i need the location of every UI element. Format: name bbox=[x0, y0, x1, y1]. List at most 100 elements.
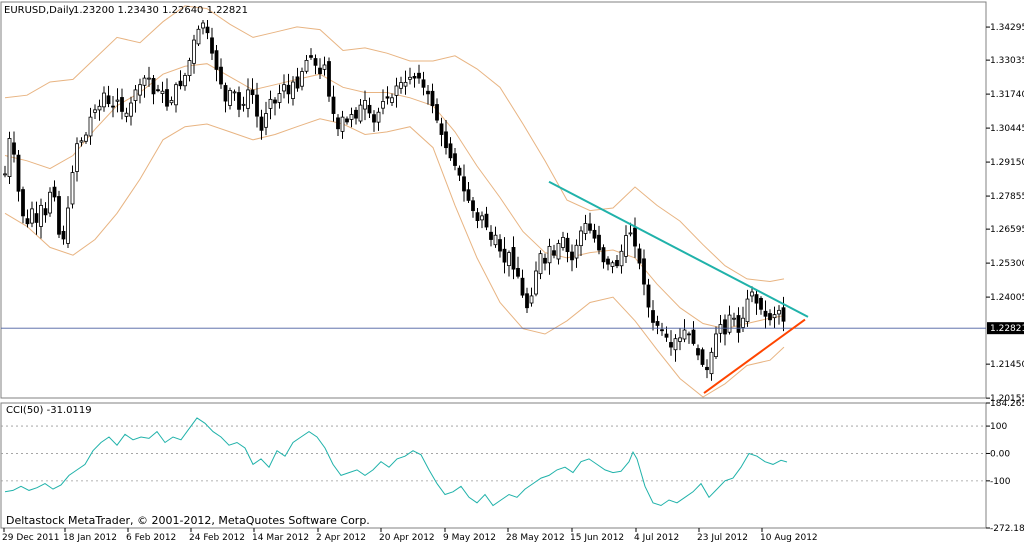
x-tick-label: 28 May 2012 bbox=[506, 533, 565, 543]
candle-body bbox=[736, 315, 741, 333]
candle-body bbox=[151, 78, 156, 95]
candle-body bbox=[43, 208, 48, 216]
candle-body bbox=[394, 85, 399, 96]
candle-body bbox=[660, 329, 664, 332]
candle-body bbox=[475, 212, 480, 222]
candle-body bbox=[565, 237, 570, 253]
candle-body bbox=[381, 101, 385, 109]
candle-body bbox=[453, 153, 457, 166]
candle-body bbox=[178, 80, 183, 87]
candle-body bbox=[246, 89, 250, 109]
candle-body bbox=[471, 200, 475, 212]
candle-body bbox=[390, 97, 394, 103]
candle-body bbox=[399, 82, 403, 89]
candle-body bbox=[142, 77, 147, 86]
candle-body bbox=[102, 92, 106, 108]
candle-body bbox=[466, 189, 471, 201]
candle-body bbox=[21, 189, 25, 217]
cci-tick-label: -272.1819 bbox=[990, 524, 1024, 534]
candle-body bbox=[745, 298, 750, 323]
candle-body bbox=[160, 90, 165, 94]
candle-body bbox=[606, 258, 610, 265]
candle-body bbox=[169, 100, 174, 104]
current-price-label: 1.22821 bbox=[990, 324, 1024, 334]
candle-body bbox=[232, 91, 237, 94]
candle-body bbox=[7, 138, 12, 177]
cci-tick-label: -100 bbox=[990, 477, 1011, 487]
candle-body bbox=[597, 234, 601, 251]
price-tick-label: 1.26595 bbox=[990, 225, 1024, 235]
candle-body bbox=[345, 118, 349, 123]
candle-body bbox=[646, 284, 651, 308]
x-axis: 29 Dec 2011 18 Jan 2012 6 Feb 2012 24 Feb 2… bbox=[2, 528, 818, 543]
candle-body bbox=[210, 37, 214, 54]
candle-body bbox=[88, 116, 93, 137]
candle-body bbox=[741, 317, 745, 328]
candle-body bbox=[187, 60, 192, 77]
candle-body bbox=[759, 298, 763, 310]
cci-tick-label: 100 bbox=[990, 422, 1007, 432]
bollinger-lower-line bbox=[4, 118, 785, 398]
candle-body bbox=[340, 116, 345, 132]
candle-body bbox=[97, 105, 102, 111]
candle-body bbox=[534, 270, 538, 295]
candle-body bbox=[628, 232, 633, 235]
candle-body bbox=[133, 89, 138, 101]
candle-body bbox=[295, 76, 300, 89]
candle-body bbox=[327, 61, 331, 97]
price-tick-label: 1.24005 bbox=[990, 293, 1024, 303]
candle-body bbox=[610, 262, 615, 267]
candle-body bbox=[552, 250, 556, 256]
candle-body bbox=[84, 134, 88, 142]
current-price-box bbox=[987, 322, 1024, 335]
candle-body bbox=[507, 252, 511, 267]
candle-body bbox=[300, 71, 304, 87]
candle-body bbox=[3, 173, 7, 176]
candle-body bbox=[228, 90, 232, 106]
x-tick-label: 15 Jun 2012 bbox=[570, 533, 624, 543]
candle-body bbox=[34, 213, 39, 223]
candle-body bbox=[237, 92, 241, 110]
candle-body bbox=[723, 319, 727, 335]
candle-body bbox=[286, 84, 291, 95]
candle-body bbox=[214, 50, 219, 70]
candle-body bbox=[624, 235, 628, 257]
candle-body bbox=[592, 229, 597, 239]
candle-body bbox=[768, 313, 772, 321]
candle-body bbox=[412, 76, 417, 79]
price-tick-label: 1.33035 bbox=[990, 56, 1024, 66]
candle-body bbox=[579, 230, 583, 247]
candle-body bbox=[691, 329, 696, 344]
candle-body bbox=[358, 104, 363, 122]
candle-body bbox=[516, 268, 520, 277]
candle-body bbox=[457, 167, 462, 176]
candle-body bbox=[39, 204, 43, 227]
candle-body bbox=[574, 244, 579, 259]
candle-body bbox=[61, 230, 66, 240]
candle-body bbox=[502, 248, 507, 263]
x-tick-label: 24 Feb 2012 bbox=[189, 533, 245, 543]
x-tick-label: 14 Mar 2012 bbox=[252, 533, 309, 543]
candle-body bbox=[547, 245, 552, 264]
candle-body bbox=[403, 81, 408, 87]
cci-tick-label: 184.2653 bbox=[990, 399, 1024, 409]
candle-body bbox=[363, 100, 367, 110]
candle-body bbox=[426, 90, 430, 95]
candle-body bbox=[48, 191, 52, 214]
candle-body bbox=[52, 186, 57, 198]
candle-body bbox=[682, 329, 687, 340]
candle-body bbox=[376, 111, 381, 123]
support-trend-line bbox=[703, 318, 806, 394]
candle-body bbox=[637, 248, 642, 264]
x-tick-label: 20 Apr 2012 bbox=[379, 533, 435, 543]
cci-line bbox=[4, 417, 788, 507]
candle-body bbox=[619, 250, 624, 267]
candle-body bbox=[57, 196, 61, 235]
candle-body bbox=[538, 253, 543, 275]
candle-body bbox=[687, 333, 691, 336]
x-tick-label: 6 Feb 2012 bbox=[126, 533, 176, 543]
cci-frame bbox=[0, 402, 987, 529]
candle-body bbox=[673, 338, 678, 351]
candle-body bbox=[529, 295, 534, 304]
candle-body bbox=[570, 251, 574, 261]
